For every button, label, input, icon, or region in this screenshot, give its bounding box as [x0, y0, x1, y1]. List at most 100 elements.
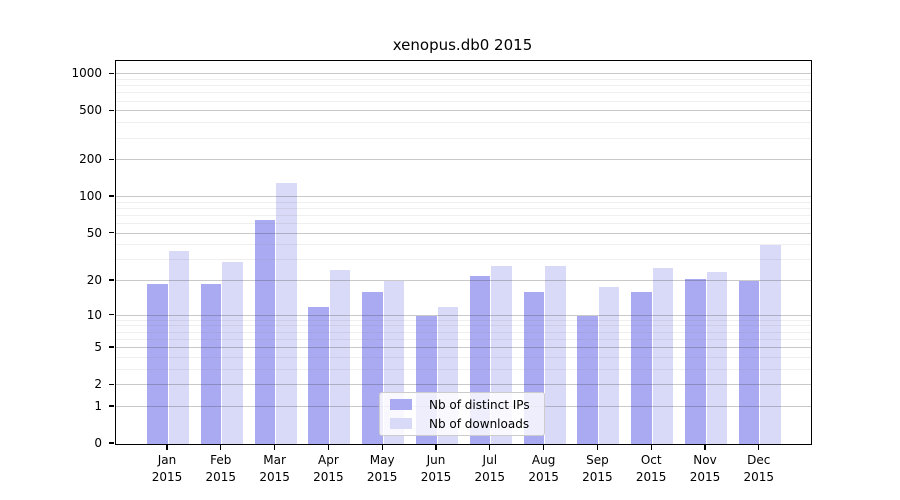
bar-downloads	[706, 271, 727, 444]
grid-major-line	[116, 159, 811, 161]
bar-distinct-ips	[200, 283, 222, 444]
x-tick-mark	[381, 445, 383, 450]
x-tick-label: Dec 2015	[743, 453, 775, 484]
legend-row: Nb of distinct IPs	[386, 395, 538, 414]
grid-minor-line	[116, 259, 811, 261]
bar-distinct-ips	[362, 292, 383, 444]
y-tick-label: 1	[94, 398, 102, 413]
y-tick-mark	[109, 346, 114, 348]
bar-downloads	[329, 269, 351, 444]
x-tick-mark	[489, 445, 491, 450]
y-tick-mark	[109, 109, 114, 112]
bar-distinct-ips	[308, 306, 329, 444]
grid-minor-line	[116, 331, 811, 333]
legend-swatch-distinct-ips	[390, 399, 412, 410]
grid-minor-line	[116, 356, 811, 358]
x-tick-mark	[758, 445, 760, 450]
legend-label: Nb of distinct IPs	[429, 397, 530, 412]
grid-minor-line	[116, 122, 811, 124]
legend-label: Nb of downloads	[429, 416, 530, 431]
y-tick-label: 100	[79, 189, 102, 204]
grid-major-line	[116, 314, 811, 316]
y-tick-mark	[109, 314, 114, 316]
x-tick-label: Jan 2015	[151, 453, 183, 484]
y-tick-label: 0	[94, 436, 102, 450]
y-tick-mark	[109, 405, 114, 407]
y-tick-label: 20	[86, 273, 102, 288]
grid-minor-line	[116, 201, 811, 203]
y-tick-mark	[109, 279, 114, 281]
grid-minor-line	[116, 223, 811, 224]
bar-downloads	[222, 262, 243, 444]
y-tick-label: 500	[79, 103, 102, 118]
grid-major-line	[116, 73, 811, 75]
x-tick-mark	[704, 445, 706, 450]
grid-minor-line	[116, 319, 811, 321]
bar-distinct-ips	[685, 278, 706, 444]
grid-minor-line	[116, 92, 811, 94]
y-tick-mark	[109, 231, 114, 234]
x-tick-mark	[327, 445, 330, 450]
x-tick-label: Apr 2015	[313, 453, 344, 484]
x-tick-mark	[220, 445, 222, 450]
bar-distinct-ips	[147, 283, 168, 444]
grid-minor-line	[116, 207, 811, 209]
chart-title: xenopus.db0 2015	[392, 36, 533, 54]
bar-downloads	[276, 183, 297, 444]
grid-minor-line	[116, 100, 811, 102]
grid-major-line	[116, 347, 811, 349]
y-tick-label: 10	[86, 307, 102, 322]
bar-distinct-ips	[577, 315, 598, 444]
grid-major-line	[116, 232, 811, 234]
y-tick-label: 5	[94, 340, 102, 355]
x-tick-label: May 2015	[366, 453, 398, 484]
grid-minor-line	[116, 244, 811, 246]
x-tick-mark	[166, 445, 168, 450]
grid-major-line	[116, 196, 811, 198]
bar-downloads	[545, 265, 566, 444]
x-tick-mark	[596, 445, 599, 450]
y-tick-mark	[109, 442, 114, 444]
bar-distinct-ips	[631, 292, 652, 444]
x-tick-label: Oct 2015	[635, 453, 667, 484]
x-tick-mark	[650, 445, 652, 450]
x-tick-label: Jul 2015	[474, 453, 506, 484]
y-tick-label: 1000	[71, 66, 102, 81]
bar-downloads	[598, 286, 620, 444]
bar-downloads	[760, 245, 781, 444]
x-tick-label: Feb 2015	[205, 453, 237, 484]
bar-distinct-ips	[738, 281, 760, 444]
grid-minor-line	[116, 85, 811, 87]
x-tick-label: Sep 2015	[582, 453, 613, 484]
y-tick-mark	[109, 195, 114, 197]
x-tick-label: Nov 2015	[689, 453, 721, 484]
x-tick-label: Mar 2015	[259, 453, 290, 484]
grid-minor-line	[116, 79, 811, 80]
grid-minor-line	[116, 338, 811, 340]
bar-distinct-ips	[254, 219, 276, 444]
y-tick-label: 50	[86, 225, 102, 240]
x-tick-mark	[273, 445, 276, 450]
grid-major-line	[116, 280, 811, 282]
y-tick-mark	[109, 383, 114, 385]
grid-minor-line	[116, 214, 811, 216]
y-tick-label: 200	[79, 152, 102, 167]
legend: Nb of distinct IPs Nb of downloads	[379, 392, 545, 436]
y-tick-label: 2	[94, 377, 102, 392]
bar-downloads	[652, 267, 674, 444]
bar-downloads	[168, 250, 189, 444]
grid-minor-line	[116, 137, 811, 139]
plot-area: Nb of distinct IPs Nb of downloads	[115, 60, 812, 445]
grid-major-line	[116, 110, 811, 112]
grid-minor-line	[116, 325, 811, 327]
legend-swatch-downloads	[390, 418, 412, 429]
grid-minor-line	[116, 368, 811, 370]
legend-row: Nb of downloads	[386, 414, 538, 433]
x-tick-mark	[542, 445, 545, 450]
grid-major-line	[116, 384, 811, 386]
x-tick-label: Aug 2015	[528, 453, 559, 484]
y-tick-mark	[109, 72, 114, 74]
x-tick-label: Jun 2015	[420, 453, 452, 484]
y-tick-mark	[109, 158, 114, 160]
